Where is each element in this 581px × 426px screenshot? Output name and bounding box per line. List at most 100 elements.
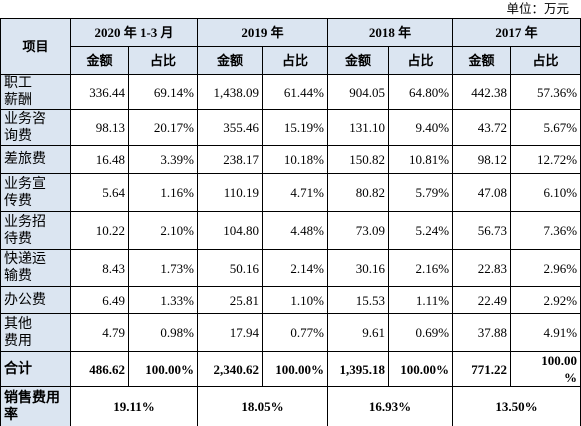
cell-value: 5.64 [70, 173, 129, 212]
cell-value: 0.98% [128, 313, 198, 352]
table-row: 金额 占比 金额 占比 金额 占比 金额 占比 [1, 46, 581, 75]
cell-value: 12.72% [510, 145, 581, 174]
cell-value: 442.38 [452, 74, 512, 110]
cell-value: 238.17 [197, 145, 263, 174]
table-row: 业务招 待费 10.22 2.10% 104.80 4.48% 73.09 5.24% 56.… [0, 211, 581, 250]
table-row: 其他 费用 4.79 0.98% 17.94 0.77% 9.61 0.69% 37.88 4.… [0, 313, 581, 352]
table-row: 业务咨 询费 98.13 20.17% 355.46 15.19% 131.10 9.40%… [0, 109, 581, 146]
cell-value: 3.39% [128, 145, 198, 174]
table-row: 项目 2020 年 1-3 月 2019 年 2018 年 2017 年 [0, 18, 581, 75]
cell-value: 1.73% [128, 249, 198, 287]
cell-value: 9.61 [327, 313, 390, 352]
total-value: 486.62 [70, 351, 129, 387]
cell-value: 17.94 [197, 313, 263, 352]
cell-value: 5.24% [388, 211, 454, 250]
cell-value: 22.83 [452, 249, 512, 287]
cell-value: 43.72 [452, 109, 512, 146]
sub-header: 金额 [197, 46, 263, 75]
total-value: 100.00% [261, 351, 329, 387]
table-row: 合计 486.62 100.00% 2,340.62 100.00% 1,395.18 10… [0, 351, 581, 387]
cell-value: 131.10 [327, 109, 390, 146]
cell-value: 30.16 [327, 249, 390, 287]
cell-value: 61.44% [261, 74, 329, 110]
cell-value: 15.19% [261, 109, 329, 146]
row-label: 职工 薪酬 [0, 74, 71, 110]
row-label: 其他 费用 [0, 313, 71, 352]
table-row: 快递运 输费 8.43 1.73% 50.16 2.14% 30.16 2.16% 22.83… [0, 249, 581, 287]
row-label: 办公费 [0, 286, 71, 314]
unit-note: 单位：万元 [506, 2, 569, 16]
cell-value: 8.43 [70, 249, 129, 287]
cell-value: 904.05 [327, 74, 390, 110]
cell-value: 355.46 [197, 109, 263, 146]
cell-value: 7.36% [510, 211, 581, 250]
sub-header: 占比 [510, 46, 581, 75]
cell-value: 37.88 [452, 313, 512, 352]
cell-value: 150.82 [327, 145, 390, 174]
sub-header: 占比 [388, 46, 454, 75]
cell-value: 80.82 [327, 173, 390, 212]
cell-value: 0.77% [261, 313, 329, 352]
total-value: 771.22 [452, 351, 512, 387]
table-row: 业务宣 传费 5.64 1.16% 110.19 4.71% 80.82 5.79% 47.0… [0, 173, 581, 212]
ratio-value: 18.05% [196, 386, 329, 426]
corner-header: 项目 [0, 18, 71, 75]
total-value: 1,395.18 [327, 351, 390, 387]
cell-value: 1.16% [128, 173, 198, 212]
cell-value: 20.17% [128, 109, 198, 146]
cell-value: 9.40% [388, 109, 454, 146]
row-label: 差旅费 [0, 145, 71, 174]
cell-value: 4.48% [261, 211, 329, 250]
cell-value: 6.10% [510, 173, 581, 212]
sub-header: 占比 [128, 46, 198, 75]
ratio-value: 16.93% [327, 386, 454, 426]
cell-value: 10.18% [261, 145, 329, 174]
cell-value: 1,438.09 [197, 74, 263, 110]
ratio-label: 销售费用 率 [0, 386, 71, 426]
cell-value: 0.69% [388, 313, 454, 352]
cell-value: 16.48 [70, 145, 129, 174]
row-label: 业务招 待费 [0, 211, 71, 250]
total-value: 100.00% [388, 351, 454, 387]
table-row: 办公费 6.49 1.33% 25.81 1.10% 15.53 1.11% 22.49 2.9… [0, 286, 581, 314]
cell-value: 110.19 [197, 173, 263, 212]
cell-value: 50.16 [197, 249, 263, 287]
table-row: 销售费用 率 19.11% 18.05% 16.93% 13.50% [0, 386, 581, 426]
cell-value: 64.80% [388, 74, 454, 110]
cell-value: 4.71% [261, 173, 329, 212]
cell-value: 56.73 [452, 211, 512, 250]
cell-value: 69.14% [128, 74, 198, 110]
cell-value: 10.22 [70, 211, 129, 250]
row-label: 业务宣 传费 [0, 173, 71, 212]
cell-value: 25.81 [197, 286, 263, 314]
cell-value: 22.49 [452, 286, 512, 314]
cell-value: 2.16% [388, 249, 454, 287]
cell-value: 98.13 [70, 109, 129, 146]
ratio-value: 13.50% [452, 386, 581, 426]
cell-value: 1.33% [128, 286, 198, 314]
cell-value: 57.36% [510, 74, 581, 110]
sub-header: 占比 [261, 46, 329, 75]
cell-value: 2.92% [510, 286, 581, 314]
cell-value: 2.10% [128, 211, 198, 250]
total-value: 100.00% [128, 351, 198, 387]
cell-value: 4.91% [510, 313, 581, 352]
cell-value: 1.10% [261, 286, 329, 314]
total-value: 2,340.62 [197, 351, 263, 387]
cell-value: 336.44 [70, 74, 129, 110]
table-row: 职工 薪酬 336.44 69.14% 1,438.09 61.44% 904.05 64.… [0, 74, 581, 110]
cell-value: 1.11% [388, 286, 454, 314]
cell-value: 2.96% [510, 249, 581, 287]
cell-value: 2.14% [261, 249, 329, 287]
cell-value: 10.81% [388, 145, 454, 174]
sub-header: 金额 [452, 46, 512, 75]
period-header: 2018 年 [327, 18, 454, 47]
expense-table: 项目 2020 年 1-3 月 2019 年 2018 年 2017 年金额 占比 金额 占比… [0, 18, 581, 426]
cell-value: 4.79 [70, 313, 129, 352]
row-label: 业务咨 询费 [0, 109, 71, 146]
total-label: 合计 [0, 351, 71, 387]
sub-header: 金额 [327, 46, 390, 75]
total-value: 100.00 % [510, 351, 581, 387]
cell-value: 104.80 [197, 211, 263, 250]
